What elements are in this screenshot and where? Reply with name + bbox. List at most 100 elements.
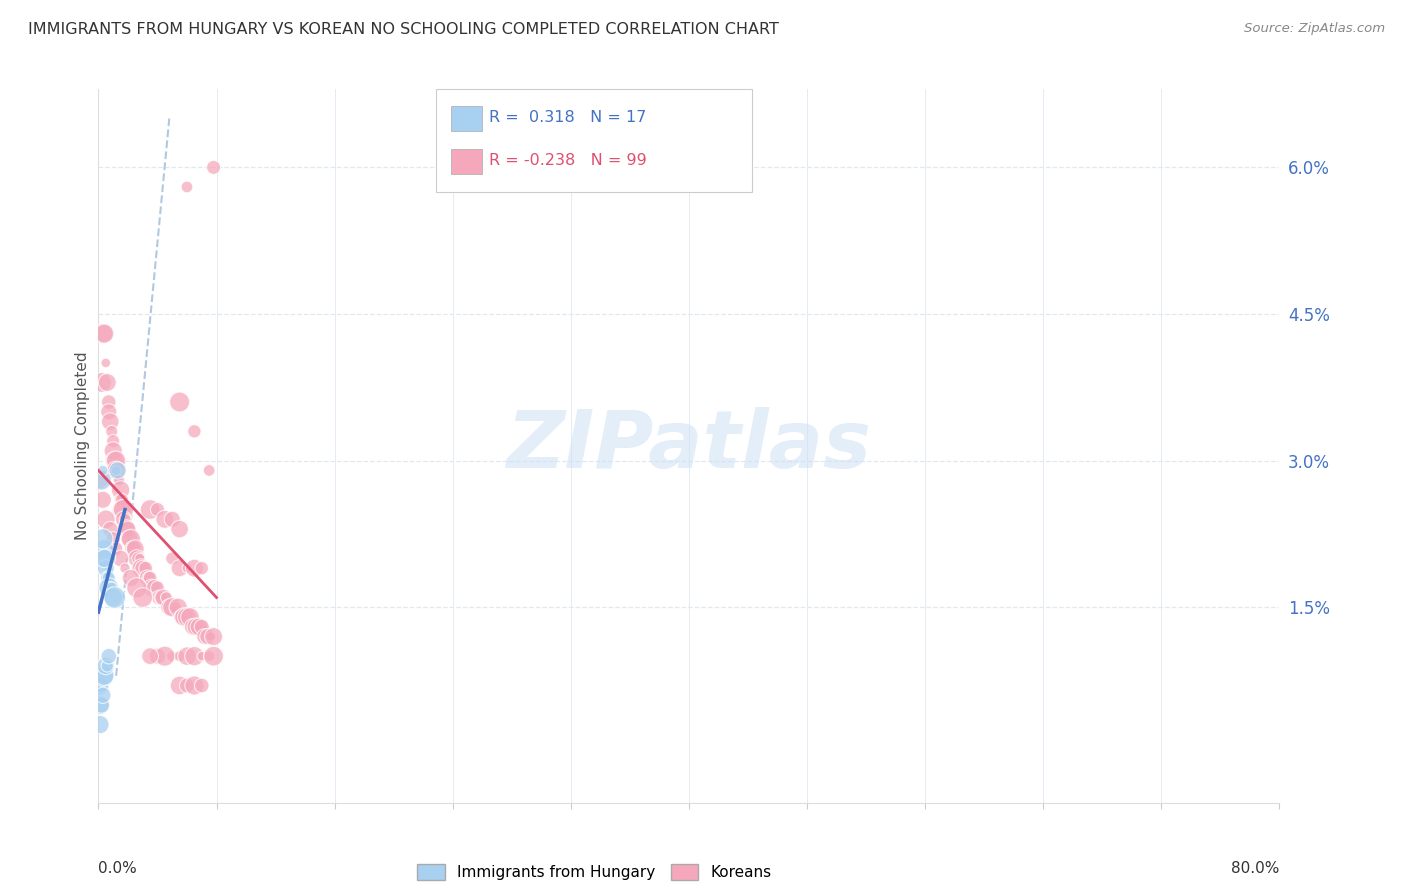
Point <box>118 532 141 546</box>
Point <box>132 591 155 605</box>
Point <box>94 356 117 370</box>
Point <box>132 561 155 575</box>
Point <box>97 571 120 585</box>
Point <box>93 551 115 566</box>
Point <box>139 502 162 516</box>
Point <box>104 453 127 467</box>
Point <box>98 415 121 429</box>
Point <box>105 541 128 556</box>
Point <box>91 669 114 683</box>
Point <box>115 522 138 536</box>
Point <box>90 678 112 692</box>
Point <box>103 443 125 458</box>
Y-axis label: No Schooling Completed: No Schooling Completed <box>75 351 90 541</box>
Point <box>197 630 219 644</box>
Point <box>202 161 225 175</box>
Point <box>149 591 172 605</box>
Point <box>93 541 115 556</box>
Point <box>129 561 152 575</box>
Point <box>111 502 134 516</box>
Point <box>103 434 125 449</box>
Point <box>176 678 198 692</box>
Point <box>89 678 111 692</box>
Point <box>105 463 128 477</box>
Point <box>162 512 183 526</box>
Point <box>114 512 136 526</box>
Point <box>165 600 187 615</box>
Point <box>111 492 134 507</box>
Point <box>125 581 148 595</box>
Point <box>162 649 183 664</box>
Point <box>169 561 191 575</box>
Point <box>90 376 112 390</box>
Point <box>183 561 205 575</box>
Point <box>97 395 120 409</box>
Text: 80.0%: 80.0% <box>1232 862 1279 877</box>
Point <box>169 678 191 692</box>
Point <box>152 591 174 605</box>
Point <box>112 512 135 526</box>
Point <box>114 561 136 575</box>
Point <box>103 532 125 546</box>
Point <box>110 551 132 566</box>
Point <box>200 630 222 644</box>
Text: Source: ZipAtlas.com: Source: ZipAtlas.com <box>1244 22 1385 36</box>
Point <box>89 717 111 731</box>
Point <box>107 473 129 487</box>
Point <box>153 512 176 526</box>
Point <box>105 463 128 477</box>
Point <box>108 473 131 487</box>
Point <box>127 551 149 566</box>
Point <box>98 522 121 536</box>
Text: IMMIGRANTS FROM HUNGARY VS KOREAN NO SCHOOLING COMPLETED CORRELATION CHART: IMMIGRANTS FROM HUNGARY VS KOREAN NO SCH… <box>28 22 779 37</box>
Point <box>170 610 193 624</box>
Point <box>120 571 142 585</box>
Text: R =  0.318   N = 17: R = 0.318 N = 17 <box>489 110 647 125</box>
Text: ZIPatlas: ZIPatlas <box>506 407 872 485</box>
Point <box>162 551 183 566</box>
Point <box>125 551 148 566</box>
Point <box>169 649 191 664</box>
Point <box>94 561 117 575</box>
Point <box>89 473 111 487</box>
Point <box>103 591 125 605</box>
Point <box>198 649 221 664</box>
Point <box>176 610 198 624</box>
Point <box>91 463 114 477</box>
Point <box>91 492 114 507</box>
Point <box>191 561 214 575</box>
Point <box>104 591 127 605</box>
Point <box>146 649 169 664</box>
Point <box>117 522 139 536</box>
Point <box>100 425 122 439</box>
Point <box>176 561 198 575</box>
Point <box>90 473 112 487</box>
Point <box>93 326 115 341</box>
Point <box>169 395 191 409</box>
Point <box>91 532 114 546</box>
Text: R = -0.238   N = 99: R = -0.238 N = 99 <box>489 153 647 168</box>
Point <box>198 463 221 477</box>
Point <box>173 610 195 624</box>
Point <box>96 571 118 585</box>
Point <box>143 581 166 595</box>
Point <box>97 581 120 595</box>
Point <box>89 698 111 712</box>
Point <box>120 532 142 546</box>
Point <box>107 463 129 477</box>
Point <box>167 600 190 615</box>
Point <box>146 502 169 516</box>
Point <box>96 376 118 390</box>
Point <box>183 425 205 439</box>
Point <box>181 620 204 634</box>
Point <box>157 600 180 615</box>
Point <box>93 669 115 683</box>
Point <box>110 483 132 497</box>
Point <box>179 610 201 624</box>
Point <box>97 649 120 664</box>
Text: 0.0%: 0.0% <box>98 862 138 877</box>
Point <box>187 620 209 634</box>
Point <box>121 541 143 556</box>
Point <box>110 492 132 507</box>
Point <box>90 698 112 712</box>
